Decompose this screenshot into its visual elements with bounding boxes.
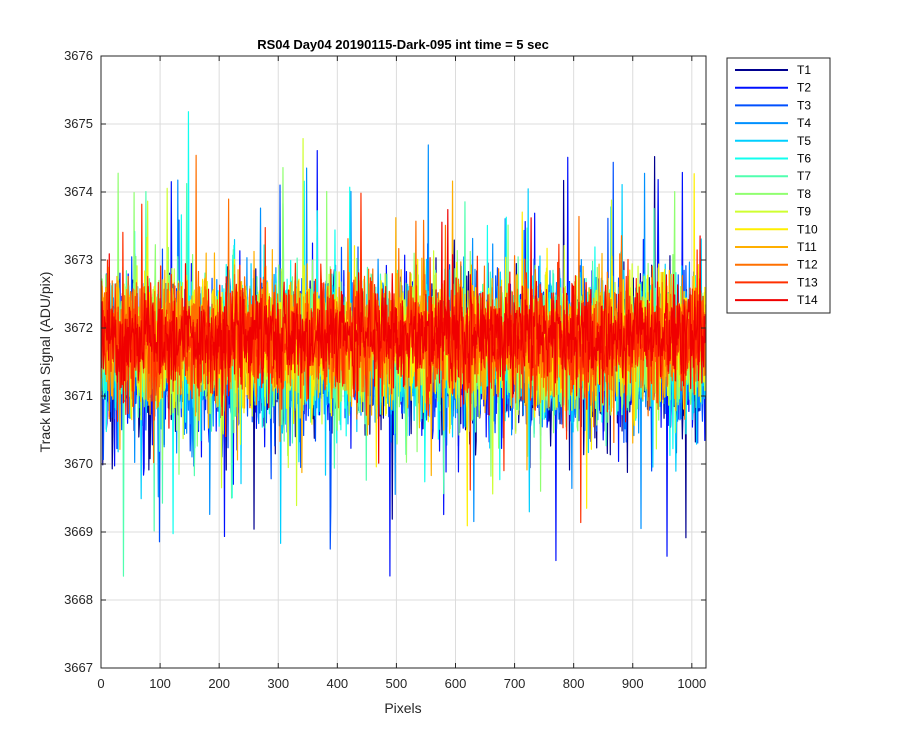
legend-label-t11: T11 (797, 240, 817, 254)
x-tick-label: 900 (622, 676, 644, 691)
x-axis-label: Pixels (384, 700, 421, 716)
y-tick-label: 3671 (64, 388, 93, 403)
legend-label-t8: T8 (797, 187, 811, 201)
x-tick-label: 0 (97, 676, 104, 691)
x-tick-label: 700 (504, 676, 526, 691)
legend-label-t2: T2 (797, 81, 811, 95)
legend-label-t7: T7 (797, 169, 811, 183)
x-tick-label: 600 (445, 676, 467, 691)
y-tick-label: 3674 (64, 184, 93, 199)
y-tick-label: 3672 (64, 320, 93, 335)
x-tick-label: 400 (326, 676, 348, 691)
y-tick-label: 3670 (64, 456, 93, 471)
legend-label-t9: T9 (797, 205, 811, 219)
x-tick-label: 1000 (677, 676, 706, 691)
x-tick-label: 300 (267, 676, 289, 691)
x-tick-label: 500 (386, 676, 408, 691)
legend-label-t4: T4 (797, 116, 811, 130)
axes-box (100, 55, 707, 669)
y-tick-label: 3673 (64, 252, 93, 267)
x-axis: 0 100 200 300 400 500 600 700 800 900 1000 (97, 56, 706, 691)
legend-label-t3: T3 (797, 98, 811, 112)
legend-label-t13: T13 (797, 275, 818, 289)
legend: T1 T2 T3 T4 T5 T6 T7 T8 T9 T10 T11 T12 T13 T14 (726, 57, 831, 314)
plot-area (101, 111, 706, 577)
series-line-t14 (101, 209, 706, 464)
legend-label-t1: T1 (797, 63, 811, 77)
legend-label-t14: T14 (797, 293, 818, 307)
y-tick-label: 3675 (64, 116, 93, 131)
legend-box (726, 57, 831, 314)
chart-title: RS04 Day04 20190115-Dark-095 int time = … (257, 37, 549, 52)
y-tick-label: 3676 (64, 48, 93, 63)
y-tick-label: 3669 (64, 524, 93, 539)
legend-label-t12: T12 (797, 258, 818, 272)
y-tick-label: 3667 (64, 660, 93, 675)
x-tick-label: 200 (208, 676, 230, 691)
legend-label-t5: T5 (797, 134, 811, 148)
series-layer (101, 111, 706, 577)
legend-label-t6: T6 (797, 152, 811, 166)
y-axis-label: Track Mean Signal (ADU/pix) (37, 272, 53, 453)
y-axis: 3667 3668 3669 3670 3671 3672 3673 3674 3675 3676 (64, 48, 706, 675)
legend-label-t10: T10 (797, 222, 818, 236)
x-tick-label: 800 (563, 676, 585, 691)
y-tick-label: 3668 (64, 592, 93, 607)
x-tick-label: 100 (149, 676, 171, 691)
